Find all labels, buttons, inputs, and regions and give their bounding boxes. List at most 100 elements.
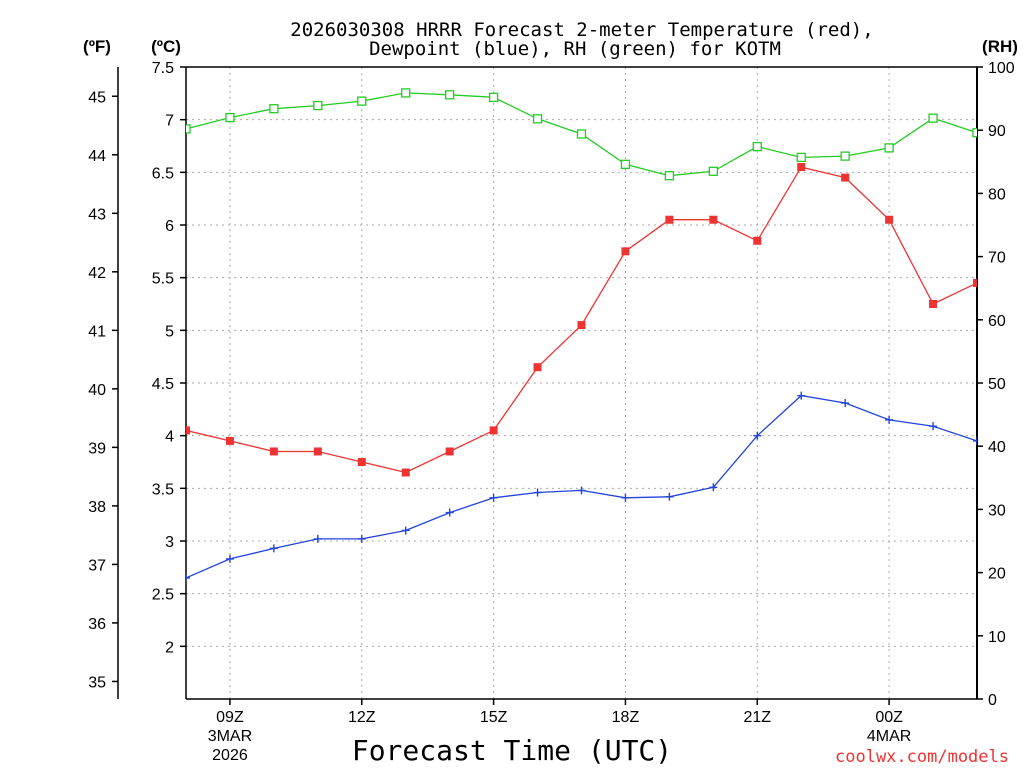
rh-point (928, 113, 938, 123)
dewpoint-point (445, 508, 454, 517)
x-date-label: 4MAR (867, 728, 911, 745)
celsius-tick-label: 7.5 (152, 60, 174, 77)
temperature-point (313, 447, 322, 456)
rh-series (186, 88, 977, 181)
chart-title-line1: 2026030308 HRRR Forecast 2-meter Tempera… (290, 19, 873, 41)
temperature-point (929, 300, 938, 308)
rh-point (708, 166, 718, 176)
dewpoint-point (973, 436, 977, 445)
celsius-tick-label: 6 (165, 218, 174, 235)
chart-title-line2: Dewpoint (blue), RH (green) for KOTM (369, 38, 781, 60)
x-tick-label: 15Z (480, 709, 508, 726)
celsius-tick-label: 2 (165, 639, 174, 656)
temperature-point (973, 278, 977, 287)
fahrenheit-tick-label: 40 (88, 382, 106, 399)
x-tick-label: 09Z (216, 709, 244, 726)
x-tick-label: 00Z (875, 709, 903, 726)
dewpoint-point (269, 544, 278, 553)
axes: 35 36 37 38 39 40 41 42 43 44 45 2 2.5 3 3.5 4 4.5 5 5.5 6 6… (88, 60, 1015, 764)
celsius-tick-label: 5.5 (152, 271, 174, 288)
fahrenheit-tick-label: 35 (88, 674, 106, 691)
temperature-point (357, 458, 366, 466)
fahrenheit-tick-label: 42 (88, 265, 106, 282)
dewpoint-point (885, 415, 894, 424)
fahrenheit-unit-label: (ºF) (83, 37, 111, 56)
rh-point (576, 129, 587, 139)
dewpoint-point (186, 573, 190, 582)
x-date-label: 3MAR (208, 728, 252, 745)
temperature-point (269, 447, 278, 456)
fahrenheit-tick-label: 41 (88, 323, 106, 340)
rh-tick-label: 40 (988, 439, 1006, 456)
dewpoint-point (357, 534, 366, 543)
celsius-tick-label: 3.5 (152, 481, 174, 498)
temperature-point (797, 163, 806, 172)
source-credit: coolwx.com/models (835, 747, 1009, 767)
temperature-point (885, 215, 894, 224)
rh-tick-label: 90 (988, 123, 1006, 140)
dewpoint-point (929, 422, 938, 431)
rh-point (620, 159, 631, 169)
fahrenheit-tick-label: 36 (88, 616, 106, 633)
fahrenheit-tick-label: 38 (88, 499, 106, 516)
dewpoint-point (225, 554, 234, 563)
rh-tick-label: 10 (988, 629, 1006, 646)
fahrenheit-tick-label: 43 (88, 206, 106, 223)
temperature-point (577, 321, 586, 330)
dewpoint-point (665, 492, 674, 501)
fahrenheit-tick-label: 37 (88, 557, 106, 574)
rh-point (445, 90, 455, 100)
celsius-tick-label: 4 (165, 429, 174, 446)
rh-tick-label: 20 (988, 566, 1006, 583)
dewpoint-point (313, 534, 322, 543)
rh-tick-label: 60 (988, 313, 1006, 330)
rh-point (225, 112, 235, 123)
celsius-unit-label: (ºC) (151, 37, 181, 56)
temperature-point (533, 363, 542, 372)
dewpoint-point (577, 486, 586, 495)
fahrenheit-tick-label: 45 (88, 89, 106, 106)
rh-point (752, 141, 762, 152)
x-tick-label: 18Z (612, 709, 640, 726)
dewpoint-point (533, 488, 542, 497)
temperature-point (753, 236, 762, 245)
temperature-series (186, 163, 977, 477)
rh-point (401, 88, 411, 98)
celsius-tick-label: 3 (165, 534, 174, 551)
rh-point (664, 171, 675, 181)
rh-tick-label: 70 (988, 250, 1006, 267)
rh-point (357, 96, 367, 106)
rh-point (884, 143, 894, 153)
temperature-point (489, 426, 498, 435)
dewpoint-point (489, 493, 498, 502)
fahrenheit-tick-label: 44 (88, 148, 106, 165)
temperature-point (621, 247, 630, 256)
dewpoint-point (621, 493, 630, 502)
celsius-tick-label: 7 (165, 113, 174, 130)
rh-tick-label: 30 (988, 502, 1006, 519)
rh-tick-label: 50 (988, 376, 1006, 393)
rh-unit-label: (RH) (982, 37, 1018, 56)
x-tick-label: 12Z (348, 709, 376, 726)
dewpoint-point (841, 399, 850, 408)
x-year-label: 2026 (212, 747, 248, 764)
rh-point (488, 92, 499, 102)
rh-point (313, 100, 323, 111)
temperature-point (225, 436, 234, 445)
x-axis-title: Forecast Time (UTC) (352, 734, 672, 767)
temperature-point (841, 173, 850, 182)
temperature-point (665, 215, 674, 224)
rh-point (972, 128, 977, 138)
rh-point (840, 151, 850, 161)
data-series (186, 88, 977, 582)
rh-tick-label: 0 (988, 692, 997, 709)
dewpoint-point (797, 391, 806, 400)
temperature-point (401, 468, 410, 477)
x-tick-label: 21Z (743, 709, 771, 726)
rh-point (269, 104, 279, 114)
celsius-tick-label: 2.5 (152, 587, 174, 604)
dewpoint-point (753, 431, 762, 440)
dewpoint-point (401, 526, 410, 535)
dewpoint-point (709, 483, 718, 492)
